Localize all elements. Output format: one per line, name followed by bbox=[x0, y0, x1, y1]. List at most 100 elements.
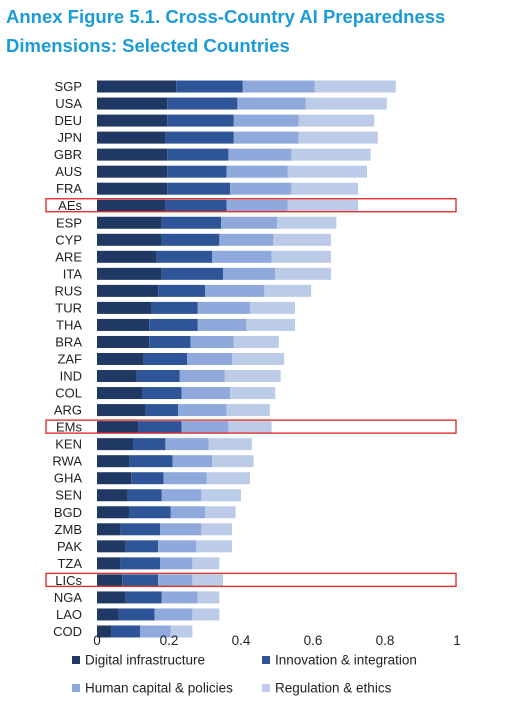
y-tick-label-lics: LICs bbox=[55, 573, 82, 588]
bar-segment-rus-series-2 bbox=[158, 284, 205, 297]
bar-segment-ken-series-4 bbox=[208, 438, 252, 451]
legend-swatch bbox=[72, 656, 80, 664]
bar-segment-ita-series-4 bbox=[275, 267, 331, 280]
bar-segment-rwa-series-4 bbox=[212, 455, 254, 468]
bar-segment-usa-series-2 bbox=[167, 97, 238, 110]
bar-segment-sgp-series-3 bbox=[242, 80, 315, 93]
bar-segment-fra-series-1 bbox=[97, 182, 168, 195]
x-tick-label: 0.6 bbox=[304, 633, 323, 648]
bar-segment-ind-series-2 bbox=[136, 370, 180, 383]
bar-segment-fra-series-4 bbox=[291, 182, 358, 195]
bar-segment-rus-series-1 bbox=[97, 284, 159, 297]
legend-swatch bbox=[262, 656, 270, 664]
y-tick-label-zmb: ZMB bbox=[55, 522, 82, 537]
bar-segment-cod-series-4 bbox=[170, 625, 193, 638]
bar-segment-aes-series-2 bbox=[165, 199, 227, 212]
bar-segment-lics-series-2 bbox=[122, 574, 159, 587]
legend-swatch bbox=[72, 684, 80, 692]
y-tick-label-bra: BRA bbox=[55, 334, 82, 349]
bar-segment-cyp-series-3 bbox=[219, 233, 274, 246]
bar-segment-tur-series-4 bbox=[250, 301, 295, 314]
y-tick-label-fra: FRA bbox=[56, 181, 82, 196]
bar-segment-aes-series-1 bbox=[97, 199, 166, 212]
y-tick-label-nga: NGA bbox=[54, 590, 83, 605]
bar-segment-bra-series-1 bbox=[97, 335, 150, 348]
bar-segment-cyp-series-2 bbox=[161, 233, 220, 246]
bar-segment-col-series-3 bbox=[181, 387, 231, 400]
bar-segment-arg-series-1 bbox=[97, 404, 146, 417]
bar-segment-ita-series-2 bbox=[161, 267, 223, 280]
bar-segment-lao-series-3 bbox=[154, 608, 193, 621]
bar-segment-arg-series-2 bbox=[145, 404, 178, 417]
y-tick-label-ken: KEN bbox=[55, 437, 82, 452]
bar-segment-nga-series-1 bbox=[97, 591, 126, 604]
figure-title: Annex Figure 5.1. Cross-Country AI Prepa… bbox=[6, 2, 510, 60]
bar-segment-ind-series-3 bbox=[179, 370, 225, 383]
bar-segment-arg-series-4 bbox=[226, 404, 270, 417]
y-tick-label-ems: EMs bbox=[56, 420, 83, 435]
bars-group bbox=[97, 80, 396, 638]
bar-segment-bgd-series-3 bbox=[170, 506, 205, 519]
bar-segment-ita-series-3 bbox=[223, 267, 276, 280]
bar-segment-rwa-series-1 bbox=[97, 455, 130, 468]
bar-segment-tza-series-2 bbox=[120, 557, 160, 570]
bar-segment-usa-series-1 bbox=[97, 97, 168, 110]
bar-segment-sen-series-4 bbox=[201, 489, 241, 502]
legend-label: Human capital & policies bbox=[85, 681, 233, 696]
bar-segment-jpn-series-2 bbox=[165, 131, 234, 144]
bar-segment-zmb-series-4 bbox=[201, 523, 232, 536]
bar-segment-cyp-series-4 bbox=[273, 233, 331, 246]
bar-segment-gbr-series-1 bbox=[97, 148, 168, 161]
bar-segment-zaf-series-2 bbox=[143, 353, 187, 365]
bar-segment-cod-series-3 bbox=[140, 625, 171, 638]
bar-segment-ems-series-2 bbox=[138, 421, 182, 434]
bar-segment-gha-series-4 bbox=[206, 472, 250, 485]
bar-segment-gbr-series-4 bbox=[291, 148, 371, 161]
figure-title-line-2: Dimensions: Selected Countries bbox=[6, 35, 290, 56]
bar-segment-bra-series-2 bbox=[149, 335, 191, 348]
bar-segment-aus-series-4 bbox=[287, 165, 367, 178]
bar-segment-esp-series-4 bbox=[277, 216, 337, 229]
y-tick-label-usa: USA bbox=[55, 96, 82, 111]
highlight-box-aes bbox=[45, 198, 457, 213]
bar-segment-bgd-series-4 bbox=[205, 506, 236, 519]
bar-segment-rwa-series-3 bbox=[172, 455, 213, 468]
bar-segment-lics-series-4 bbox=[192, 574, 223, 587]
bar-segment-lao-series-2 bbox=[118, 608, 155, 621]
figure-title-line-1: Annex Figure 5.1. Cross-Country AI Prepa… bbox=[6, 6, 446, 27]
bar-segment-tha-series-1 bbox=[97, 318, 150, 331]
bar-segment-deu-series-2 bbox=[167, 114, 234, 127]
y-tick-label-arg: ARG bbox=[54, 403, 82, 418]
y-axis-tick-labels: SGP USA DEU JPN GBR AUS FRA AEs ESP CYP ARE ITA RUS T… bbox=[52, 79, 82, 639]
legend-swatch bbox=[262, 684, 270, 692]
bar-segment-gha-series-1 bbox=[97, 472, 132, 485]
y-tick-label-cod: COD bbox=[53, 624, 82, 639]
bar-segment-fra-series-3 bbox=[230, 182, 292, 195]
bar-segment-pak-series-4 bbox=[196, 540, 232, 553]
legend: Digital infrastructure Innovation & integ… bbox=[72, 653, 417, 696]
y-tick-label-pak: PAK bbox=[57, 539, 82, 554]
y-tick-label-jpn: JPN bbox=[57, 130, 82, 145]
bar-segment-lics-series-1 bbox=[97, 574, 123, 587]
bar-segment-cod-series-2 bbox=[111, 625, 141, 638]
bar-segment-bgd-series-2 bbox=[129, 506, 171, 519]
bar-segment-nga-series-2 bbox=[125, 591, 162, 604]
bar-segment-fra-series-2 bbox=[167, 182, 231, 195]
y-tick-label-zaf: ZAF bbox=[57, 352, 82, 367]
bar-segment-tur-series-3 bbox=[197, 301, 250, 314]
y-tick-label-tza: TZA bbox=[57, 556, 82, 571]
bar-segment-deu-series-4 bbox=[298, 114, 375, 127]
y-tick-label-sgp: SGP bbox=[55, 79, 82, 94]
bar-segment-pak-series-3 bbox=[158, 540, 196, 553]
bar-segment-bra-series-3 bbox=[190, 335, 234, 348]
highlight-boxes bbox=[45, 198, 457, 588]
y-tick-label-esp: ESP bbox=[56, 215, 82, 230]
bar-segment-ind-series-1 bbox=[97, 370, 137, 383]
y-tick-label-aes: AEs bbox=[58, 198, 82, 213]
bar-segment-zmb-series-2 bbox=[120, 523, 160, 536]
y-tick-label-tha: THA bbox=[56, 317, 82, 332]
bar-segment-zaf-series-3 bbox=[187, 353, 232, 365]
bar-segment-sgp-series-1 bbox=[97, 80, 177, 93]
y-tick-label-bgd: BGD bbox=[54, 505, 82, 520]
bar-segment-pak-series-1 bbox=[97, 540, 126, 553]
